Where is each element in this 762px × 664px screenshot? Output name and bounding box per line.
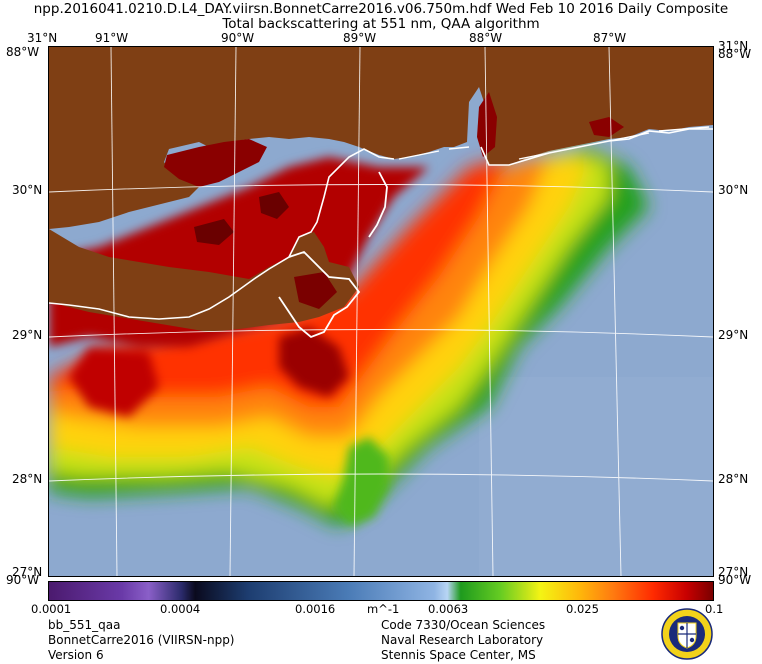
colorbar-unit: m^-1 — [367, 602, 400, 616]
lat-label-29n-left: 29°N — [12, 328, 43, 342]
footer-product-name: bb_551_qaa — [48, 618, 121, 632]
lat-label-29n-right: 29°N — [718, 328, 749, 342]
colorbar-tick-0.0063: 0.0063 — [428, 602, 469, 616]
lon-label-corner-right: 88°W — [718, 47, 752, 61]
lat-label-top-right: 31°N — [718, 39, 749, 53]
meridian-89w — [353, 47, 361, 576]
lat-label-top-left: 31°N — [27, 31, 58, 45]
lon-label-89w: 89°W — [343, 31, 377, 45]
lat-label-30n-left: 30°N — [12, 183, 43, 197]
lon-label-87w: 87°W — [593, 31, 627, 45]
lon-label-bottom-left: 90°W — [6, 573, 40, 587]
backscatter-map[interactable] — [49, 47, 713, 576]
chandeleur-islands — [368, 171, 388, 238]
mobile-bay — [477, 92, 497, 157]
graticule — [49, 47, 713, 576]
coastline — [49, 128, 713, 320]
footer-org-location: Stennis Space Center, MS — [381, 648, 536, 662]
colorbar-tick-0.0004: 0.0004 — [160, 602, 201, 616]
meridian-87w — [608, 47, 622, 576]
footer-org-name: Naval Research Laboratory — [381, 633, 544, 647]
colorbar-tick-0.0016: 0.0016 — [295, 602, 336, 616]
delta-green-tongue — [334, 437, 389, 527]
meridian-91w — [110, 47, 118, 576]
lat-label-28n-right: 28°N — [718, 472, 749, 486]
colorbar-tick-0.025: 0.025 — [566, 602, 599, 616]
footer-version: Version 6 — [48, 648, 104, 662]
lon-label-corner-left: 88°W — [6, 45, 40, 59]
map-title-line-2: Total backscattering at 551 nm, QAA algo… — [222, 16, 540, 32]
barrier-islands — [398, 126, 710, 160]
lon-label-90w: 90°W — [221, 31, 255, 45]
lat-label-bottom-right: 27°N — [718, 565, 749, 579]
land-mass-lowlands — [49, 229, 359, 332]
lon-label-88w: 88°W — [469, 31, 503, 45]
colorbar-tick-0.0001: 0.0001 — [31, 602, 72, 616]
colorbar-tick-0.1: 0.1 — [705, 602, 724, 616]
lake-borgne-inlet — [259, 192, 289, 219]
lon-label-bottom-right: 90°W — [718, 573, 752, 587]
meridian-88w — [484, 47, 494, 576]
map-panel[interactable] — [48, 46, 714, 577]
footer-org-code: Code 7330/Ocean Sciences — [381, 618, 546, 632]
pensacola-bay — [589, 117, 624, 137]
lat-label-30n-right: 30°N — [718, 183, 749, 197]
footer-region-sensor: BonnetCarre2016 (VIIRSN-npp) — [48, 633, 235, 647]
mississippi-delta-outline — [278, 250, 361, 339]
parallel-28n — [49, 473, 713, 482]
lake-pontchartrain — [164, 139, 267, 187]
map-title-line-1: npp.2016041.0210.D.L4_DAY.viirsn.BonnetC… — [33, 1, 729, 17]
land-mass — [49, 47, 713, 229]
parallel-30n — [49, 184, 713, 193]
barataria-bay — [294, 272, 337, 309]
lat-label-28n-left: 28°N — [12, 472, 43, 486]
parallel-29n — [49, 329, 713, 338]
colorbar — [48, 581, 714, 601]
nrl-seal-icon — [661, 608, 713, 660]
lat-label-bottom-left: 27°N — [12, 565, 43, 579]
lon-label-91w: 91°W — [95, 31, 129, 45]
meridian-90w — [229, 47, 237, 576]
lake-salvador — [194, 219, 234, 245]
